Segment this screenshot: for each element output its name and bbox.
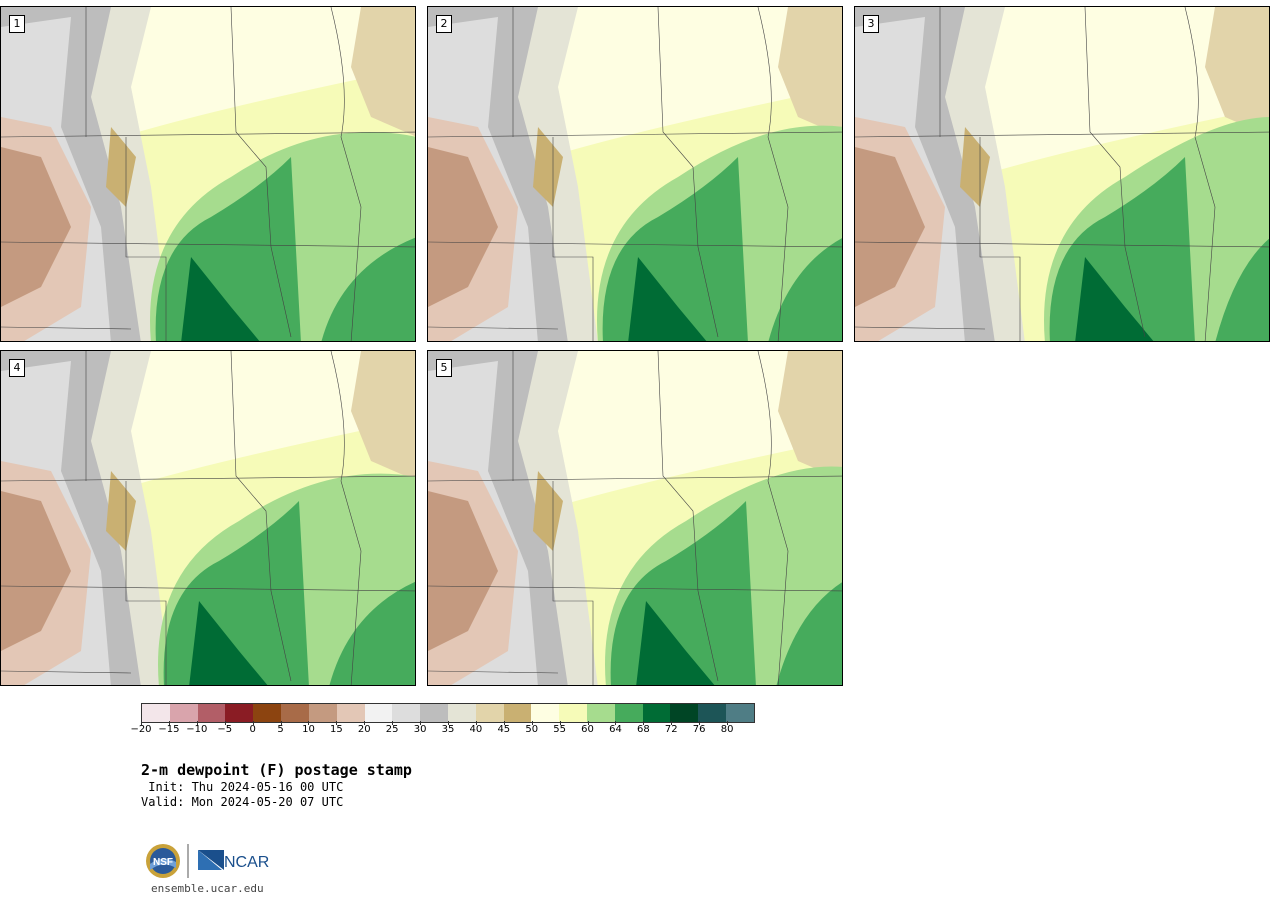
colorbar-swatch-9 — [392, 704, 421, 722]
colorbar-swatch-6 — [308, 704, 337, 722]
ncar-logo-icon: NCAR — [198, 850, 269, 871]
postage-stamp-map: 3 — [854, 6, 1270, 342]
stamp-member-label: 3 — [863, 15, 879, 33]
colorbar-swatch-3 — [225, 704, 254, 722]
dewpoint-map — [428, 351, 842, 685]
colorbar-tick-label: −10 — [177, 721, 217, 735]
colorbar-tick-label: 35 — [428, 721, 468, 735]
postage-stamp-map: 5 — [427, 350, 843, 686]
colorbar-swatch-2 — [197, 704, 226, 722]
colorbar-tick-label: −5 — [205, 721, 245, 735]
colorbar-tick-label: 20 — [344, 721, 384, 735]
postage-stamp-map: 2 — [427, 6, 843, 342]
website-link[interactable]: ensemble.ucar.edu — [151, 882, 264, 895]
colorbar-swatch-15 — [559, 704, 587, 722]
colorbar-swatch-17 — [614, 704, 643, 722]
colorbar-tick-label: 64 — [595, 721, 635, 735]
init-time: Init: Thu 2024-05-16 00 UTC — [141, 780, 344, 794]
colorbar-tick-label: 45 — [484, 721, 524, 735]
valid-time: Valid: Mon 2024-05-20 07 UTC — [141, 795, 344, 809]
colorbar-swatch-20 — [698, 704, 727, 722]
colorbar-swatch-10 — [420, 704, 448, 722]
colorbar-swatch-7 — [336, 704, 365, 722]
ncar-logo-text: NCAR — [224, 854, 269, 871]
colorbar-tick-label: 10 — [288, 721, 328, 735]
colorbar-swatch-18 — [642, 704, 671, 722]
colorbar-swatch-19 — [670, 704, 699, 722]
stamp-member-label: 2 — [436, 15, 452, 33]
colorbar-tick-label: 60 — [568, 721, 608, 735]
colorbar-swatch-14 — [531, 704, 560, 722]
colorbar-swatch-1 — [169, 704, 198, 722]
colorbar-tick-label: 68 — [623, 721, 663, 735]
colorbar-tick-label: −20 — [121, 721, 161, 735]
colorbar-tick-label: 0 — [233, 721, 273, 735]
stamp-member-label: 4 — [9, 359, 25, 377]
colorbar-tick-label: 50 — [512, 721, 552, 735]
colorbar — [141, 703, 755, 723]
stamp-member-label: 1 — [9, 15, 25, 33]
postage-stamp-map: 1 — [0, 6, 416, 342]
logo-group: NSF NCAR — [144, 842, 274, 880]
colorbar-ticks: −20 −15 −10 −5 0 5 10 15 20 25 30 35 40 45 50 55 60 64 68 7… — [130, 721, 755, 740]
dewpoint-map — [855, 7, 1269, 341]
colorbar-swatch-12 — [475, 704, 504, 722]
dewpoint-map — [1, 351, 415, 685]
colorbar-tick-label: 72 — [651, 721, 691, 735]
colorbar-tick-label: 5 — [261, 721, 301, 735]
colorbar-swatch-4 — [253, 704, 282, 722]
figure-title: 2-m dewpoint (F) postage stamp — [141, 761, 412, 779]
colorbar-swatch-16 — [587, 704, 615, 722]
colorbar-swatch-5 — [281, 704, 309, 722]
colorbar-tick-label: 25 — [372, 721, 412, 735]
postage-stamp-map: 4 — [0, 350, 416, 686]
dewpoint-map — [1, 7, 415, 341]
colorbar-tick-label: 55 — [540, 721, 580, 735]
colorbar-tick-label: 30 — [400, 721, 440, 735]
colorbar-swatch-8 — [364, 704, 393, 722]
colorbar-tick-label: 76 — [679, 721, 719, 735]
nsf-logo-text: NSF — [153, 857, 173, 868]
colorbar-swatch-11 — [447, 704, 476, 722]
colorbar-swatch-21 — [726, 704, 754, 722]
colorbar-tick-label: 40 — [456, 721, 496, 735]
nsf-logo-icon: NSF — [146, 844, 180, 878]
colorbar-swatch-13 — [503, 704, 532, 722]
colorbar-swatch-0 — [142, 704, 170, 722]
stamp-member-label: 5 — [436, 359, 452, 377]
colorbar-tick-label: 80 — [707, 721, 747, 735]
colorbar-tick-label: −15 — [149, 721, 189, 735]
colorbar-tick-label: 15 — [316, 721, 356, 735]
dewpoint-map — [428, 7, 842, 341]
